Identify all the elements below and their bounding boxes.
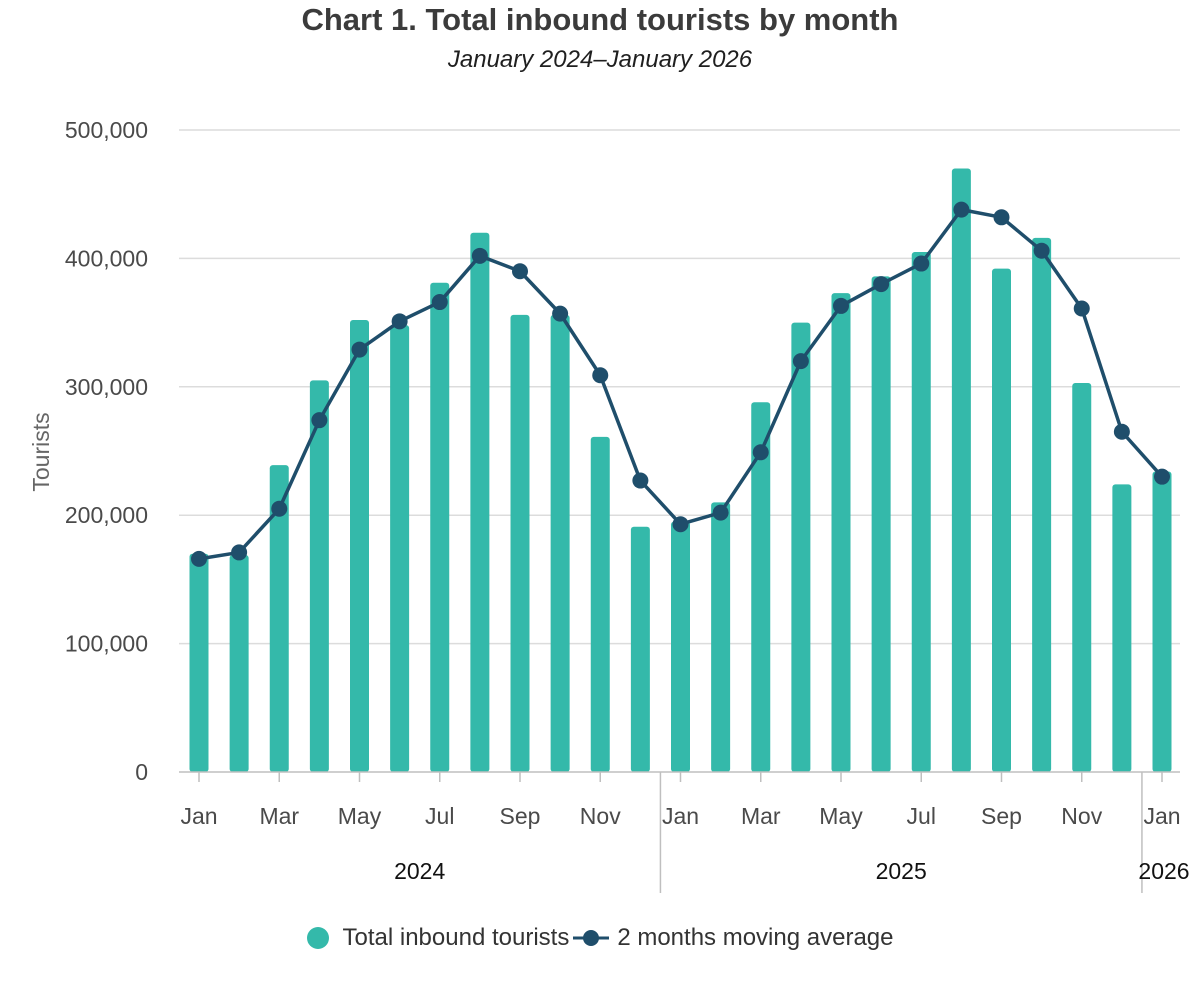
x-tick-label: Jul <box>907 803 936 829</box>
chart-title: Chart 1. Total inbound tourists by month <box>301 2 899 37</box>
bar[interactable] <box>871 276 891 772</box>
y-tick-label: 200,000 <box>65 502 148 528</box>
moving-average-point[interactable] <box>1154 468 1170 485</box>
moving-average-point[interactable] <box>231 544 248 561</box>
x-tick-label: Jul <box>425 803 454 829</box>
bar[interactable] <box>1112 484 1132 772</box>
bar[interactable] <box>711 502 731 772</box>
moving-average-point[interactable] <box>1113 423 1130 440</box>
x-tick-label: Jan <box>180 803 217 829</box>
legend-line-marker-icon <box>573 930 610 946</box>
moving-average-point[interactable] <box>191 550 207 567</box>
x-tick-label: Nov <box>580 803 621 829</box>
chart-subtitle: January 2024–January 2026 <box>447 46 753 73</box>
x-tick-label: May <box>338 803 382 829</box>
y-tick-label: 400,000 <box>65 245 148 271</box>
x-tick-label: Sep <box>500 803 541 829</box>
bar[interactable] <box>911 251 931 773</box>
moving-average-line <box>198 207 1164 561</box>
moving-average-point[interactable] <box>632 472 649 489</box>
x-tick-label: Nov <box>1061 803 1102 829</box>
bar[interactable] <box>269 465 289 772</box>
bar[interactable] <box>189 553 209 772</box>
legend: Total inbound tourists 2 months moving a… <box>0 924 1200 952</box>
year-label: 2024 <box>394 858 445 884</box>
bar[interactable] <box>1152 471 1172 772</box>
bar[interactable] <box>550 314 570 772</box>
moving-average-point[interactable] <box>792 353 809 370</box>
bar[interactable] <box>390 325 410 772</box>
moving-average-point[interactable] <box>993 209 1010 226</box>
bar[interactable] <box>350 320 369 772</box>
bar[interactable] <box>791 322 811 772</box>
x-tick-label: Mar <box>741 803 781 829</box>
moving-average-point[interactable] <box>873 276 890 293</box>
moving-average-point[interactable] <box>913 255 930 272</box>
bar-series <box>189 168 1172 773</box>
bar[interactable] <box>751 402 771 772</box>
x-tick-label: May <box>819 803 863 829</box>
bar[interactable] <box>1072 382 1092 772</box>
x-tick-label: Jan <box>1143 803 1180 829</box>
line-series <box>191 201 1170 567</box>
bar[interactable] <box>831 293 851 772</box>
legend-bar-label: Total inbound tourists <box>342 924 570 951</box>
moving-average-point[interactable] <box>512 263 528 280</box>
moving-average-point[interactable] <box>471 247 488 264</box>
bar[interactable] <box>992 268 1011 772</box>
x-axis <box>179 771 1180 893</box>
legend-bar-marker-icon <box>306 927 329 949</box>
moving-average-point[interactable] <box>712 504 729 521</box>
bar[interactable] <box>951 168 971 772</box>
moving-average-point[interactable] <box>672 516 689 533</box>
moving-average-point[interactable] <box>271 500 288 517</box>
bar[interactable] <box>430 282 450 772</box>
moving-average-point[interactable] <box>1073 300 1090 317</box>
y-axis-label: Tourists <box>28 412 54 491</box>
y-tick-label: 0 <box>135 759 148 785</box>
legend-item-line[interactable]: 2 months moving average <box>569 924 893 952</box>
bar[interactable] <box>630 526 650 772</box>
y-tick-label: 300,000 <box>65 374 148 400</box>
y-tick-label: 100,000 <box>65 631 148 657</box>
legend-line-label: 2 months moving average <box>617 924 894 951</box>
x-tick-label: Mar <box>259 803 299 829</box>
x-tick-label: Sep <box>981 803 1022 829</box>
year-label: 2026 <box>1138 858 1189 884</box>
year-label: 2025 <box>876 858 927 884</box>
moving-average-point[interactable] <box>351 341 368 358</box>
bar[interactable] <box>671 521 690 772</box>
moving-average-point[interactable] <box>592 367 609 384</box>
moving-average-point[interactable] <box>431 294 448 311</box>
y-tick-label: 500,000 <box>65 117 148 143</box>
bar[interactable] <box>510 314 530 772</box>
bar[interactable] <box>229 555 249 772</box>
bar[interactable] <box>1032 237 1052 772</box>
bar[interactable] <box>470 232 490 773</box>
moving-average-point[interactable] <box>1033 242 1050 259</box>
legend-item-bars[interactable]: Total inbound tourists <box>306 924 570 952</box>
axis-labels: 0 100,000 200,000 300,000 400,000 500,000 Jan M… <box>65 117 1190 884</box>
moving-average-point[interactable] <box>953 201 970 218</box>
bar[interactable] <box>590 436 610 772</box>
x-tick-label: Jan <box>662 803 699 829</box>
bar[interactable] <box>309 380 329 772</box>
moving-average-point[interactable] <box>752 444 769 461</box>
moving-average-point[interactable] <box>552 305 569 322</box>
moving-average-point[interactable] <box>391 313 408 330</box>
moving-average-point[interactable] <box>311 412 328 429</box>
moving-average-point[interactable] <box>833 297 849 314</box>
